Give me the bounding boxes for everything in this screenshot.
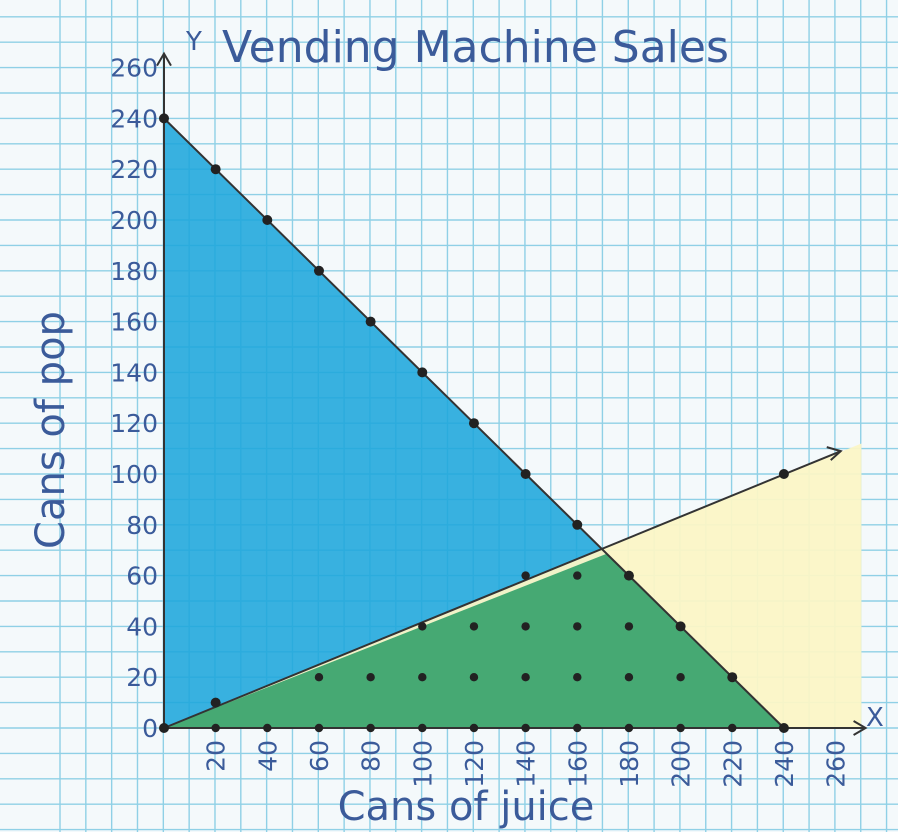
series-budget-point <box>262 215 273 225</box>
series-budget-point <box>468 418 479 429</box>
x-axis-arrow <box>853 720 868 736</box>
x-axis-title: Cans of juice <box>338 784 595 830</box>
lattice-point <box>469 673 479 682</box>
tick-labels: 0 20 40 60 80 100 120 140 160 180 200 220 240 260 20 40… <box>110 54 850 788</box>
y-tick-label: 260 <box>110 54 158 83</box>
x-tick-label: 180 <box>615 740 644 788</box>
chart-title: Vending Machine Sales <box>222 22 729 73</box>
lattice-point <box>728 723 737 733</box>
lattice-point <box>314 673 324 682</box>
y-tick-label: 200 <box>110 206 158 235</box>
x-tick-label: 200 <box>667 740 696 788</box>
series-budget-point <box>159 113 169 124</box>
lattice-point <box>521 723 530 733</box>
y-tick-label: 160 <box>110 308 158 337</box>
y-axis-title: Cans of pop <box>28 311 74 549</box>
lattice-point <box>624 673 634 682</box>
lattice-point <box>469 622 479 631</box>
lattice-point <box>521 673 530 682</box>
lattice-point <box>263 723 272 733</box>
lattice-point <box>728 673 737 682</box>
series-ratio-point <box>210 697 221 708</box>
lattice-point <box>624 571 634 580</box>
y-tick-label: 140 <box>110 358 158 387</box>
y-tick-label: 0 <box>142 714 158 743</box>
lattice-point <box>469 723 479 733</box>
region-feasible <box>164 553 784 728</box>
x-tick-label: 80 <box>357 740 386 772</box>
lattice-point <box>573 673 582 682</box>
data-points <box>159 113 789 733</box>
y-tick-label: 100 <box>110 460 158 489</box>
y-axis-arrow <box>156 51 172 67</box>
lattice-point <box>676 673 685 682</box>
lattice-point <box>418 622 427 631</box>
lattice-point <box>418 673 427 682</box>
y-axis-letter: Y <box>185 27 202 57</box>
x-tick-label: 20 <box>202 740 231 772</box>
y-tick-label: 80 <box>126 511 158 540</box>
x-tick-label: 240 <box>770 740 799 788</box>
series-budget-point <box>572 519 583 530</box>
series-budget-point <box>417 367 428 378</box>
x-tick-label: 100 <box>408 740 437 788</box>
series-budget-point <box>778 723 789 733</box>
series-budget-point <box>313 265 324 276</box>
x-tick-label: 160 <box>563 740 592 788</box>
lattice-point <box>366 673 375 682</box>
y-tick-label: 240 <box>110 104 158 133</box>
x-tick-label: 40 <box>253 740 282 772</box>
series-ratio-arrow <box>826 446 843 461</box>
series-ratio-point <box>159 723 169 733</box>
lattice-point <box>314 723 324 733</box>
y-tick-label: 20 <box>126 663 158 692</box>
series-budget-point <box>365 316 376 327</box>
series-ratio-point <box>778 469 789 479</box>
x-axis-letter: X <box>866 703 884 733</box>
x-tick-label: 60 <box>305 740 334 772</box>
lattice-point <box>521 571 530 580</box>
series-budget-point <box>210 164 221 175</box>
x-tick-label: 140 <box>512 740 541 788</box>
lattice-point <box>521 622 530 631</box>
y-tick-label: 180 <box>110 257 158 286</box>
lattice-point <box>418 723 427 733</box>
x-tick-label: 120 <box>460 740 489 788</box>
lattice-point <box>366 723 375 733</box>
lattice-point <box>676 723 685 733</box>
y-tick-label: 220 <box>110 155 158 184</box>
x-tick-label: 260 <box>822 740 851 788</box>
y-tick-label: 120 <box>110 409 158 438</box>
lattice-point <box>624 622 634 631</box>
x-tick-label: 220 <box>718 740 747 788</box>
lattice-point <box>211 723 220 733</box>
series-line-ratio <box>163 450 842 729</box>
y-tick-label: 60 <box>126 562 158 591</box>
axes <box>156 51 868 736</box>
y-tick-label: 40 <box>126 612 158 641</box>
lattice-point <box>573 571 582 580</box>
lattice-point <box>573 723 582 733</box>
lattice-point <box>624 723 634 733</box>
series-budget-point <box>520 469 531 479</box>
lattice-point <box>676 622 685 631</box>
lattice-point <box>573 622 582 631</box>
